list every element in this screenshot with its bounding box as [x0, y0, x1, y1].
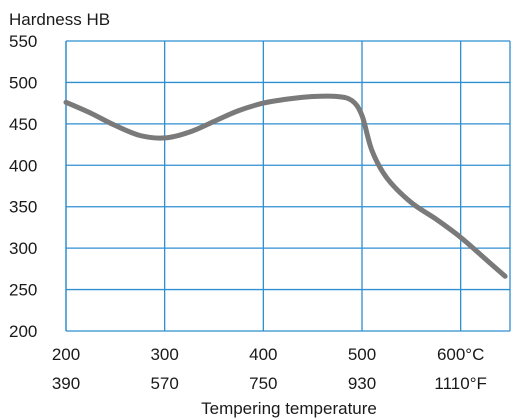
- y-tick-label-0: 200: [9, 322, 37, 341]
- y-tick-label-7: 550: [9, 32, 37, 51]
- x-tick-label-c-3: 500: [348, 345, 376, 364]
- series-line-0: [63, 93, 508, 279]
- y-tick-label-3: 350: [9, 198, 37, 217]
- x-tick-label-f-1: 570: [150, 374, 178, 393]
- y-tick-label-2: 300: [9, 239, 37, 258]
- x-tick-label-f-3: 930: [348, 374, 376, 393]
- x-tick-label-c-2: 400: [249, 345, 277, 364]
- x-tick-label-c-0: 200: [52, 345, 80, 364]
- x-tick-label-c-4: 600°C: [437, 345, 484, 364]
- x-tick-labels: 200 390 300 570 400 750 500 930 600°C 1110°F: [52, 345, 487, 393]
- x-tick-label-c-1: 300: [150, 345, 178, 364]
- x-tick-label-f-2: 750: [249, 374, 277, 393]
- y-tick-label-5: 450: [9, 115, 37, 134]
- y-tick-labels: 200 250 300 350 400 450 500 550: [9, 32, 37, 341]
- grid: [65, 40, 511, 332]
- x-axis-title: Tempering temperature: [201, 399, 377, 418]
- y-axis-title: Hardness HB: [9, 10, 110, 29]
- y-tick-label-6: 500: [9, 73, 37, 92]
- x-tick-label-f-0: 390: [52, 374, 80, 393]
- y-tick-label-4: 400: [9, 156, 37, 175]
- series-layer: [63, 93, 508, 279]
- x-tick-label-f-4: 1110°F: [434, 374, 486, 393]
- y-tick-label-1: 250: [9, 281, 37, 300]
